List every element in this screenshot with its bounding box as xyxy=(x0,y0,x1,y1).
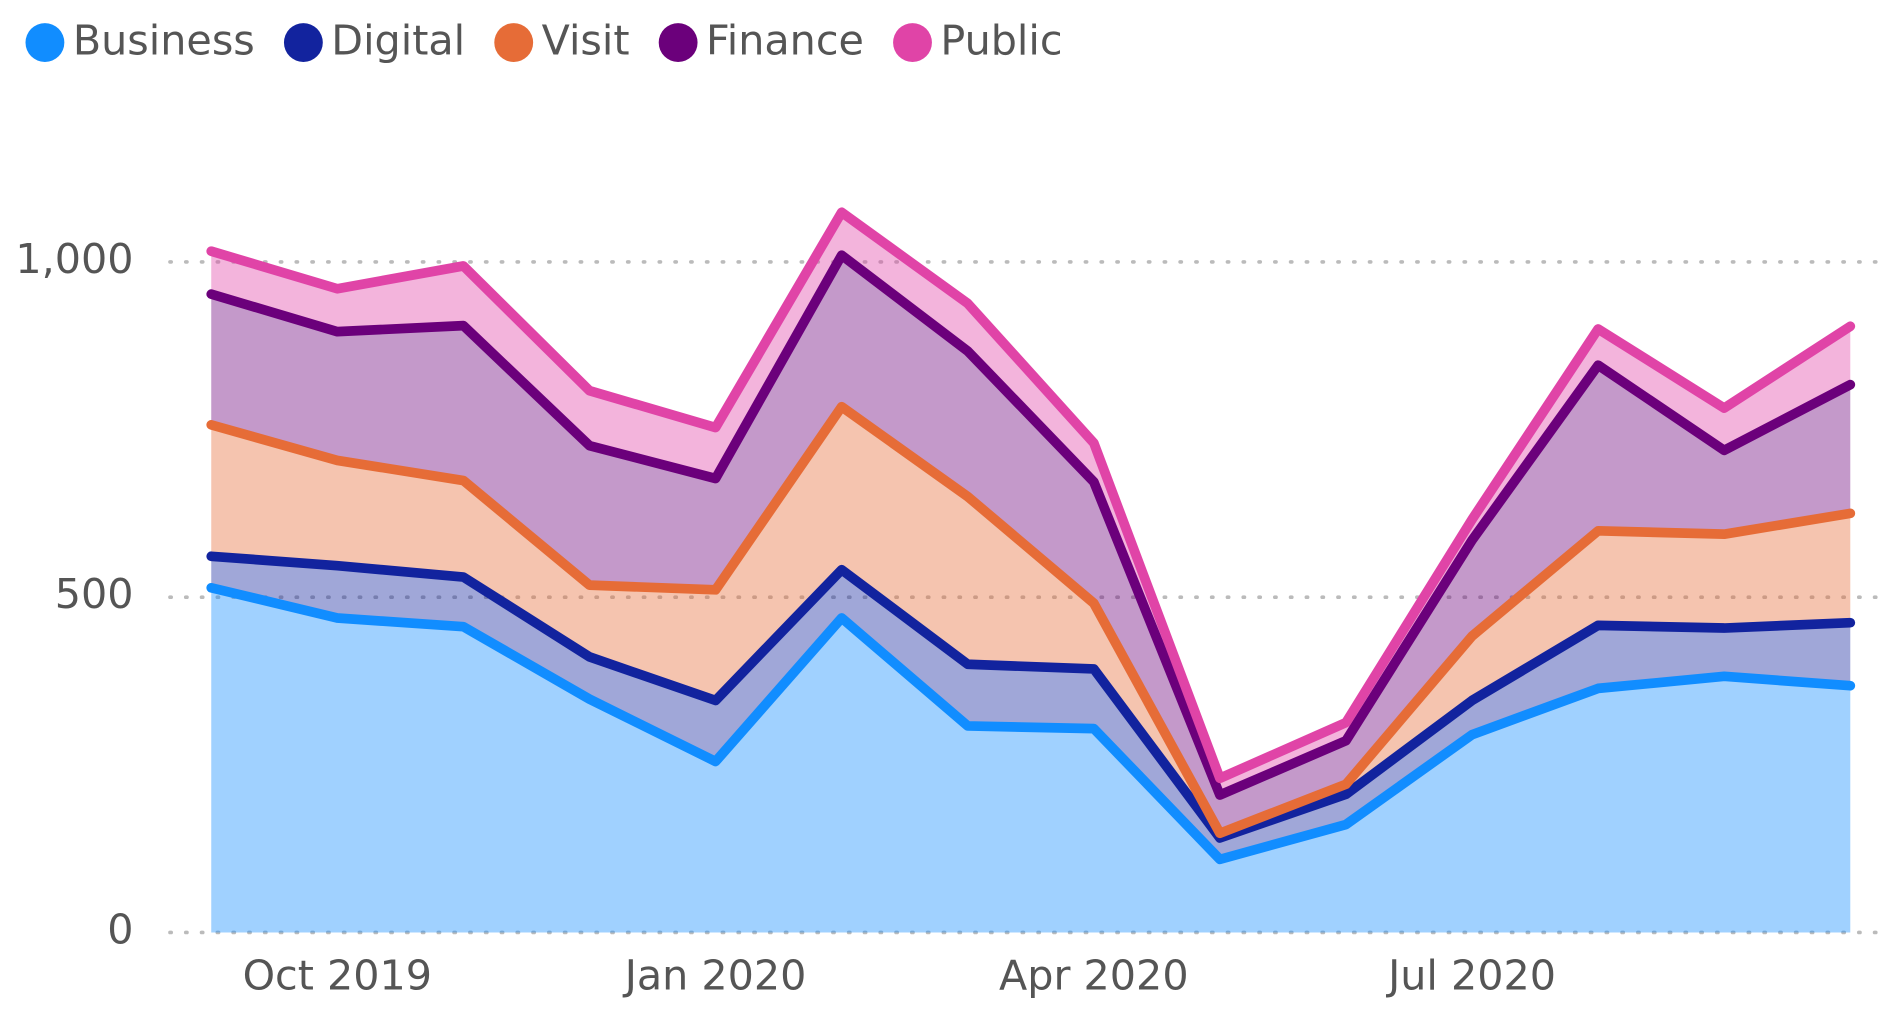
x-tick-label: Jul 2020 xyxy=(1385,952,1556,1000)
area xyxy=(211,587,1851,933)
legend-item: Business xyxy=(25,17,255,65)
y-tick-label: 1,000 xyxy=(15,235,133,283)
line xyxy=(206,401,1856,839)
y-tick-label: 500 xyxy=(55,570,134,618)
legend-item: Visit xyxy=(494,17,630,65)
area xyxy=(211,556,1851,860)
legend-label: Business xyxy=(73,17,255,65)
line xyxy=(206,582,1856,865)
line xyxy=(206,250,1856,800)
legend-label: Public xyxy=(940,17,1062,65)
legend-label: Finance xyxy=(706,17,864,65)
legend-item: Digital xyxy=(283,17,465,65)
legend-label: Digital xyxy=(331,17,465,65)
area xyxy=(211,406,1851,838)
x-tick-label: Oct 2019 xyxy=(243,952,432,1000)
x-tick-label: Apr 2020 xyxy=(999,952,1189,1000)
x-tick-label: Jan 2020 xyxy=(622,952,807,1000)
legend-label: Visit xyxy=(542,17,630,65)
legend-swatch xyxy=(494,23,534,62)
legend-swatch xyxy=(283,23,323,62)
y-tick-label: 0 xyxy=(107,905,133,953)
legend-swatch xyxy=(893,23,932,62)
legend-item: Public xyxy=(893,17,1063,65)
legend-swatch xyxy=(25,23,65,62)
line xyxy=(206,551,1856,843)
line xyxy=(206,207,1856,784)
legend-swatch xyxy=(658,23,698,62)
legend-item: Finance xyxy=(658,17,864,65)
